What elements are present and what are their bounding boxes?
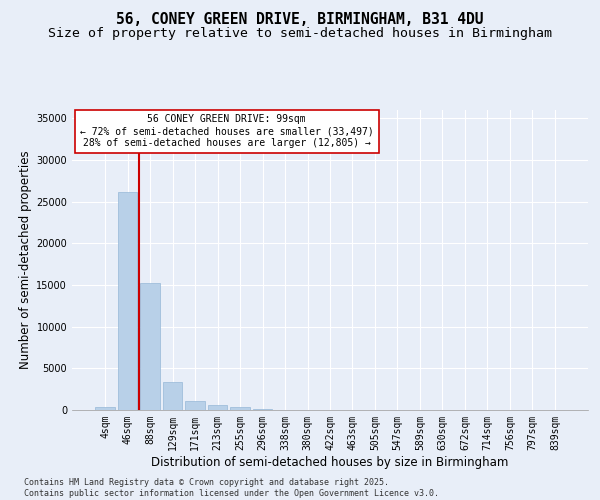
Text: 56 CONEY GREEN DRIVE: 99sqm
← 72% of semi-detached houses are smaller (33,497)
2: 56 CONEY GREEN DRIVE: 99sqm ← 72% of sem… <box>80 114 374 148</box>
X-axis label: Distribution of semi-detached houses by size in Birmingham: Distribution of semi-detached houses by … <box>151 456 509 468</box>
Bar <box>118 192 137 410</box>
Text: 56, CONEY GREEN DRIVE, BIRMINGHAM, B31 4DU: 56, CONEY GREEN DRIVE, BIRMINGHAM, B31 4… <box>116 12 484 28</box>
Bar <box>163 382 182 410</box>
Text: Size of property relative to semi-detached houses in Birmingham: Size of property relative to semi-detach… <box>48 28 552 40</box>
Bar <box>253 409 272 410</box>
Bar <box>185 401 205 410</box>
Y-axis label: Number of semi-detached properties: Number of semi-detached properties <box>19 150 32 370</box>
Text: Contains HM Land Registry data © Crown copyright and database right 2025.
Contai: Contains HM Land Registry data © Crown c… <box>24 478 439 498</box>
Bar <box>208 406 227 410</box>
Bar <box>140 284 160 410</box>
Bar <box>95 406 115 410</box>
Bar <box>230 407 250 410</box>
